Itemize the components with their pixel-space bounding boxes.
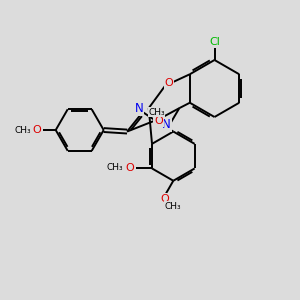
Text: O: O xyxy=(160,194,169,204)
Text: CH₃: CH₃ xyxy=(165,202,181,211)
Text: CH₃: CH₃ xyxy=(148,108,165,117)
Text: N: N xyxy=(162,118,171,131)
Text: O: O xyxy=(125,163,134,173)
Text: O: O xyxy=(154,116,163,126)
Text: O: O xyxy=(32,125,41,135)
Text: Cl: Cl xyxy=(209,37,220,47)
Text: N: N xyxy=(135,102,143,115)
Text: O: O xyxy=(164,78,173,88)
Text: CH₃: CH₃ xyxy=(14,125,31,134)
Text: CH₃: CH₃ xyxy=(107,163,123,172)
